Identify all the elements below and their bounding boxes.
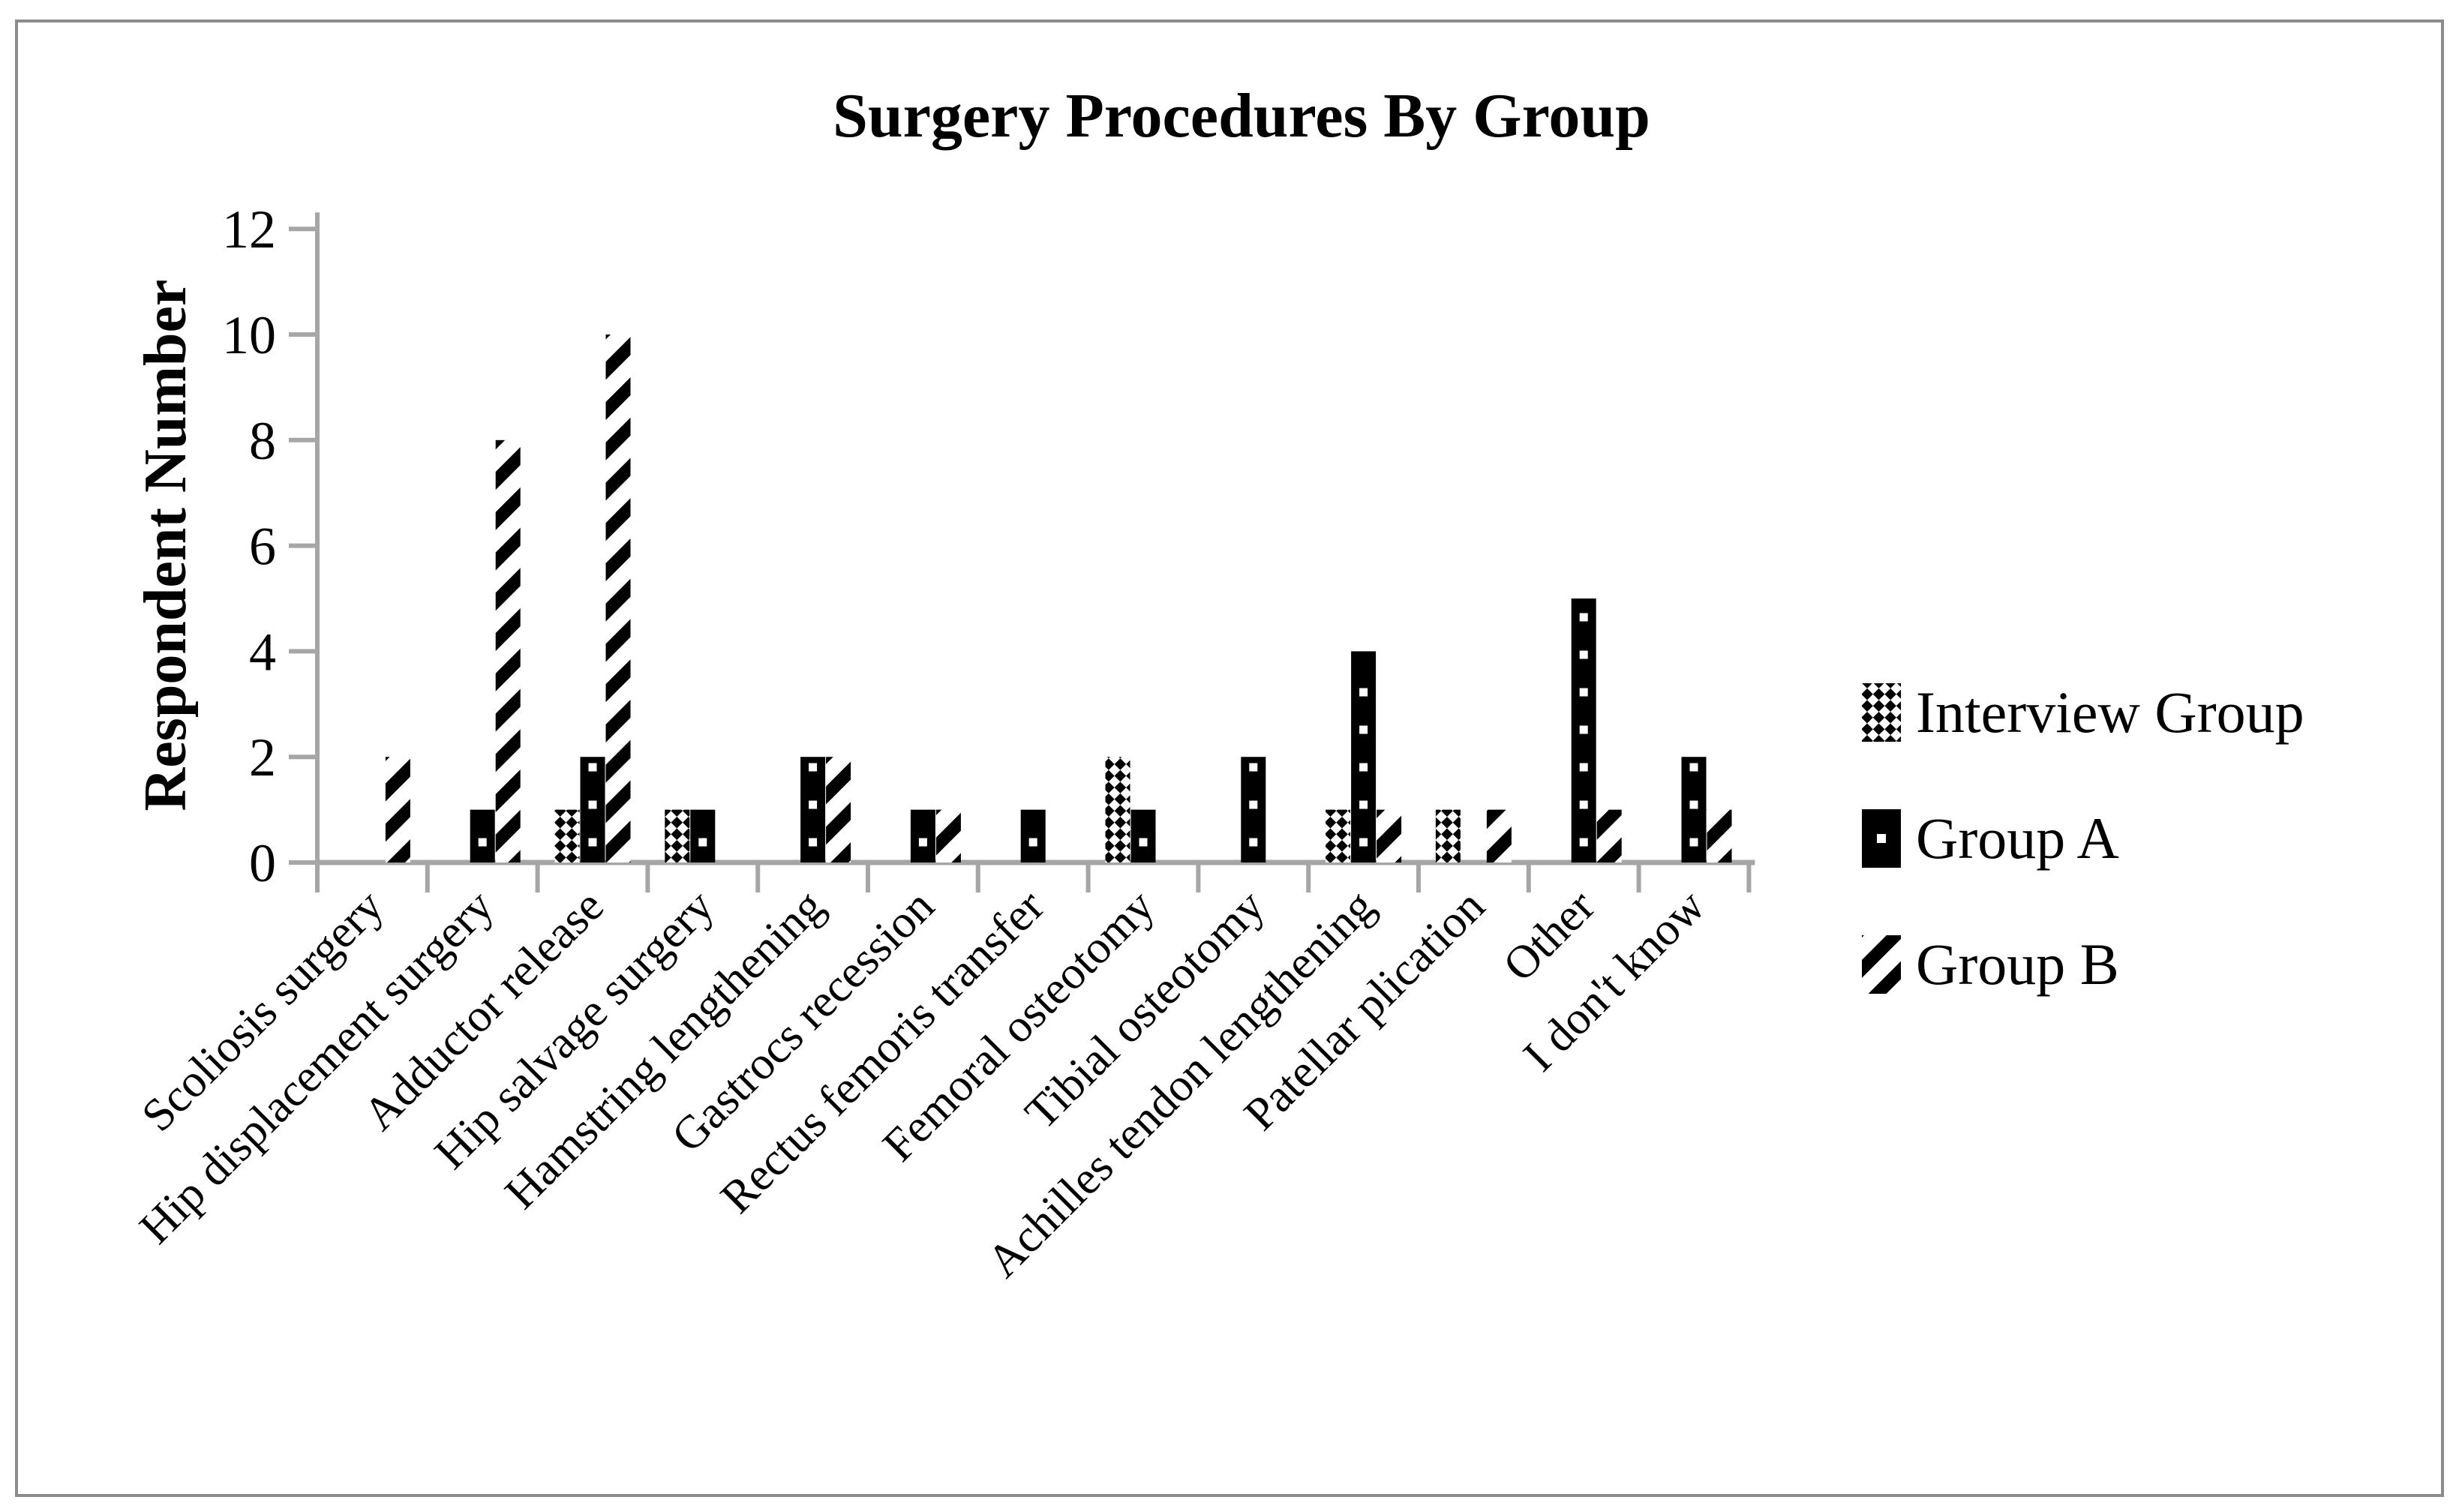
- bar-group-a: [580, 757, 605, 862]
- legend-item-group-a: Group A: [1862, 806, 2119, 871]
- y-axis-tick-label: 4: [249, 622, 276, 682]
- figure-border: [15, 20, 2444, 1497]
- bar-interview-group: [665, 809, 690, 862]
- legend-swatch-dot: [1877, 834, 1886, 843]
- bar-dot: [1249, 838, 1258, 847]
- legend-label-interview-group: Interview Group: [1916, 680, 2304, 745]
- y-axis-tick-label: 6: [249, 517, 276, 577]
- bar-dot: [698, 838, 707, 847]
- bar-dot: [1359, 688, 1368, 697]
- bar-group-b: [826, 757, 851, 862]
- bar-group-a: [690, 809, 716, 862]
- legend-label-group-a: Group A: [1916, 806, 2119, 871]
- bar-dot: [809, 800, 818, 809]
- bar-dot: [1359, 800, 1368, 809]
- legend-item-group-b: Group B: [1862, 932, 2119, 997]
- bar-dot: [1579, 725, 1588, 734]
- bar-group-a: [1351, 651, 1377, 862]
- bar-group-a: [470, 809, 495, 862]
- bar-dot: [1579, 688, 1588, 697]
- bar-dot: [1139, 838, 1148, 847]
- bar-dot: [1359, 838, 1368, 847]
- legend-swatch-stripes-icon: [1862, 935, 1901, 994]
- y-axis-tick-label: 8: [249, 411, 276, 471]
- bar-dot: [478, 838, 487, 847]
- bar-dot: [1579, 800, 1588, 809]
- legend: Interview Group Group A Group B: [1862, 680, 2304, 997]
- bar-group-a: [910, 809, 935, 862]
- bar-group-b: [495, 440, 521, 862]
- axes: 0 2 4 6 8 10 12: [222, 200, 1755, 893]
- bar-group-a: [1241, 757, 1266, 862]
- bar-group-b: [1596, 809, 1622, 862]
- bar-dot: [1249, 763, 1258, 772]
- bar-group-a: [800, 757, 826, 862]
- bar-dot: [1028, 838, 1037, 847]
- y-axis-tick-label: 2: [249, 728, 276, 788]
- y-axis-tick-label: 12: [222, 200, 276, 260]
- bar-dot: [588, 838, 597, 847]
- bar-dot: [1689, 800, 1698, 809]
- bar-group-b: [935, 809, 961, 862]
- bar-dot: [1579, 613, 1588, 622]
- bar-dot: [1359, 763, 1368, 772]
- bar-dot: [588, 763, 597, 772]
- bar-dot: [809, 838, 818, 847]
- bar-series-group: [385, 334, 1732, 862]
- bar-interview-group: [1105, 757, 1130, 862]
- bar-group-b: [1486, 809, 1512, 862]
- bar-dot: [1689, 838, 1698, 847]
- bar-group-b: [1707, 809, 1732, 862]
- bar-dot: [1359, 725, 1368, 734]
- bar-dot: [1689, 763, 1698, 772]
- bar-dot: [1579, 838, 1588, 847]
- bar-interview-group: [1435, 809, 1461, 862]
- bar-dot: [1249, 800, 1258, 809]
- bar-dot: [588, 800, 597, 809]
- chart-title: Surgery Procedures By Group: [833, 81, 1650, 151]
- bar-group-a: [1020, 809, 1046, 862]
- legend-swatch-checker-icon: [1862, 683, 1901, 742]
- bar-dot: [918, 838, 927, 847]
- y-axis-title: Respondent Number: [133, 280, 199, 812]
- bar-group-b: [385, 757, 410, 862]
- bar-group-b: [1377, 809, 1402, 862]
- bar-group-a: [1130, 809, 1156, 862]
- bar-dot: [809, 763, 818, 772]
- bar-dot: [1579, 763, 1588, 772]
- bar-dot: [1579, 650, 1588, 659]
- legend-item-interview-group: Interview Group: [1862, 680, 2304, 745]
- bar-group-b: [605, 334, 631, 862]
- y-axis-tick-label: 0: [249, 833, 276, 893]
- bar-interview-group: [554, 809, 580, 862]
- legend-label-group-b: Group B: [1916, 932, 2119, 997]
- bar-interview-group: [1326, 809, 1351, 862]
- y-axis-tick-label: 10: [222, 305, 276, 365]
- bar-group-a: [1681, 757, 1707, 862]
